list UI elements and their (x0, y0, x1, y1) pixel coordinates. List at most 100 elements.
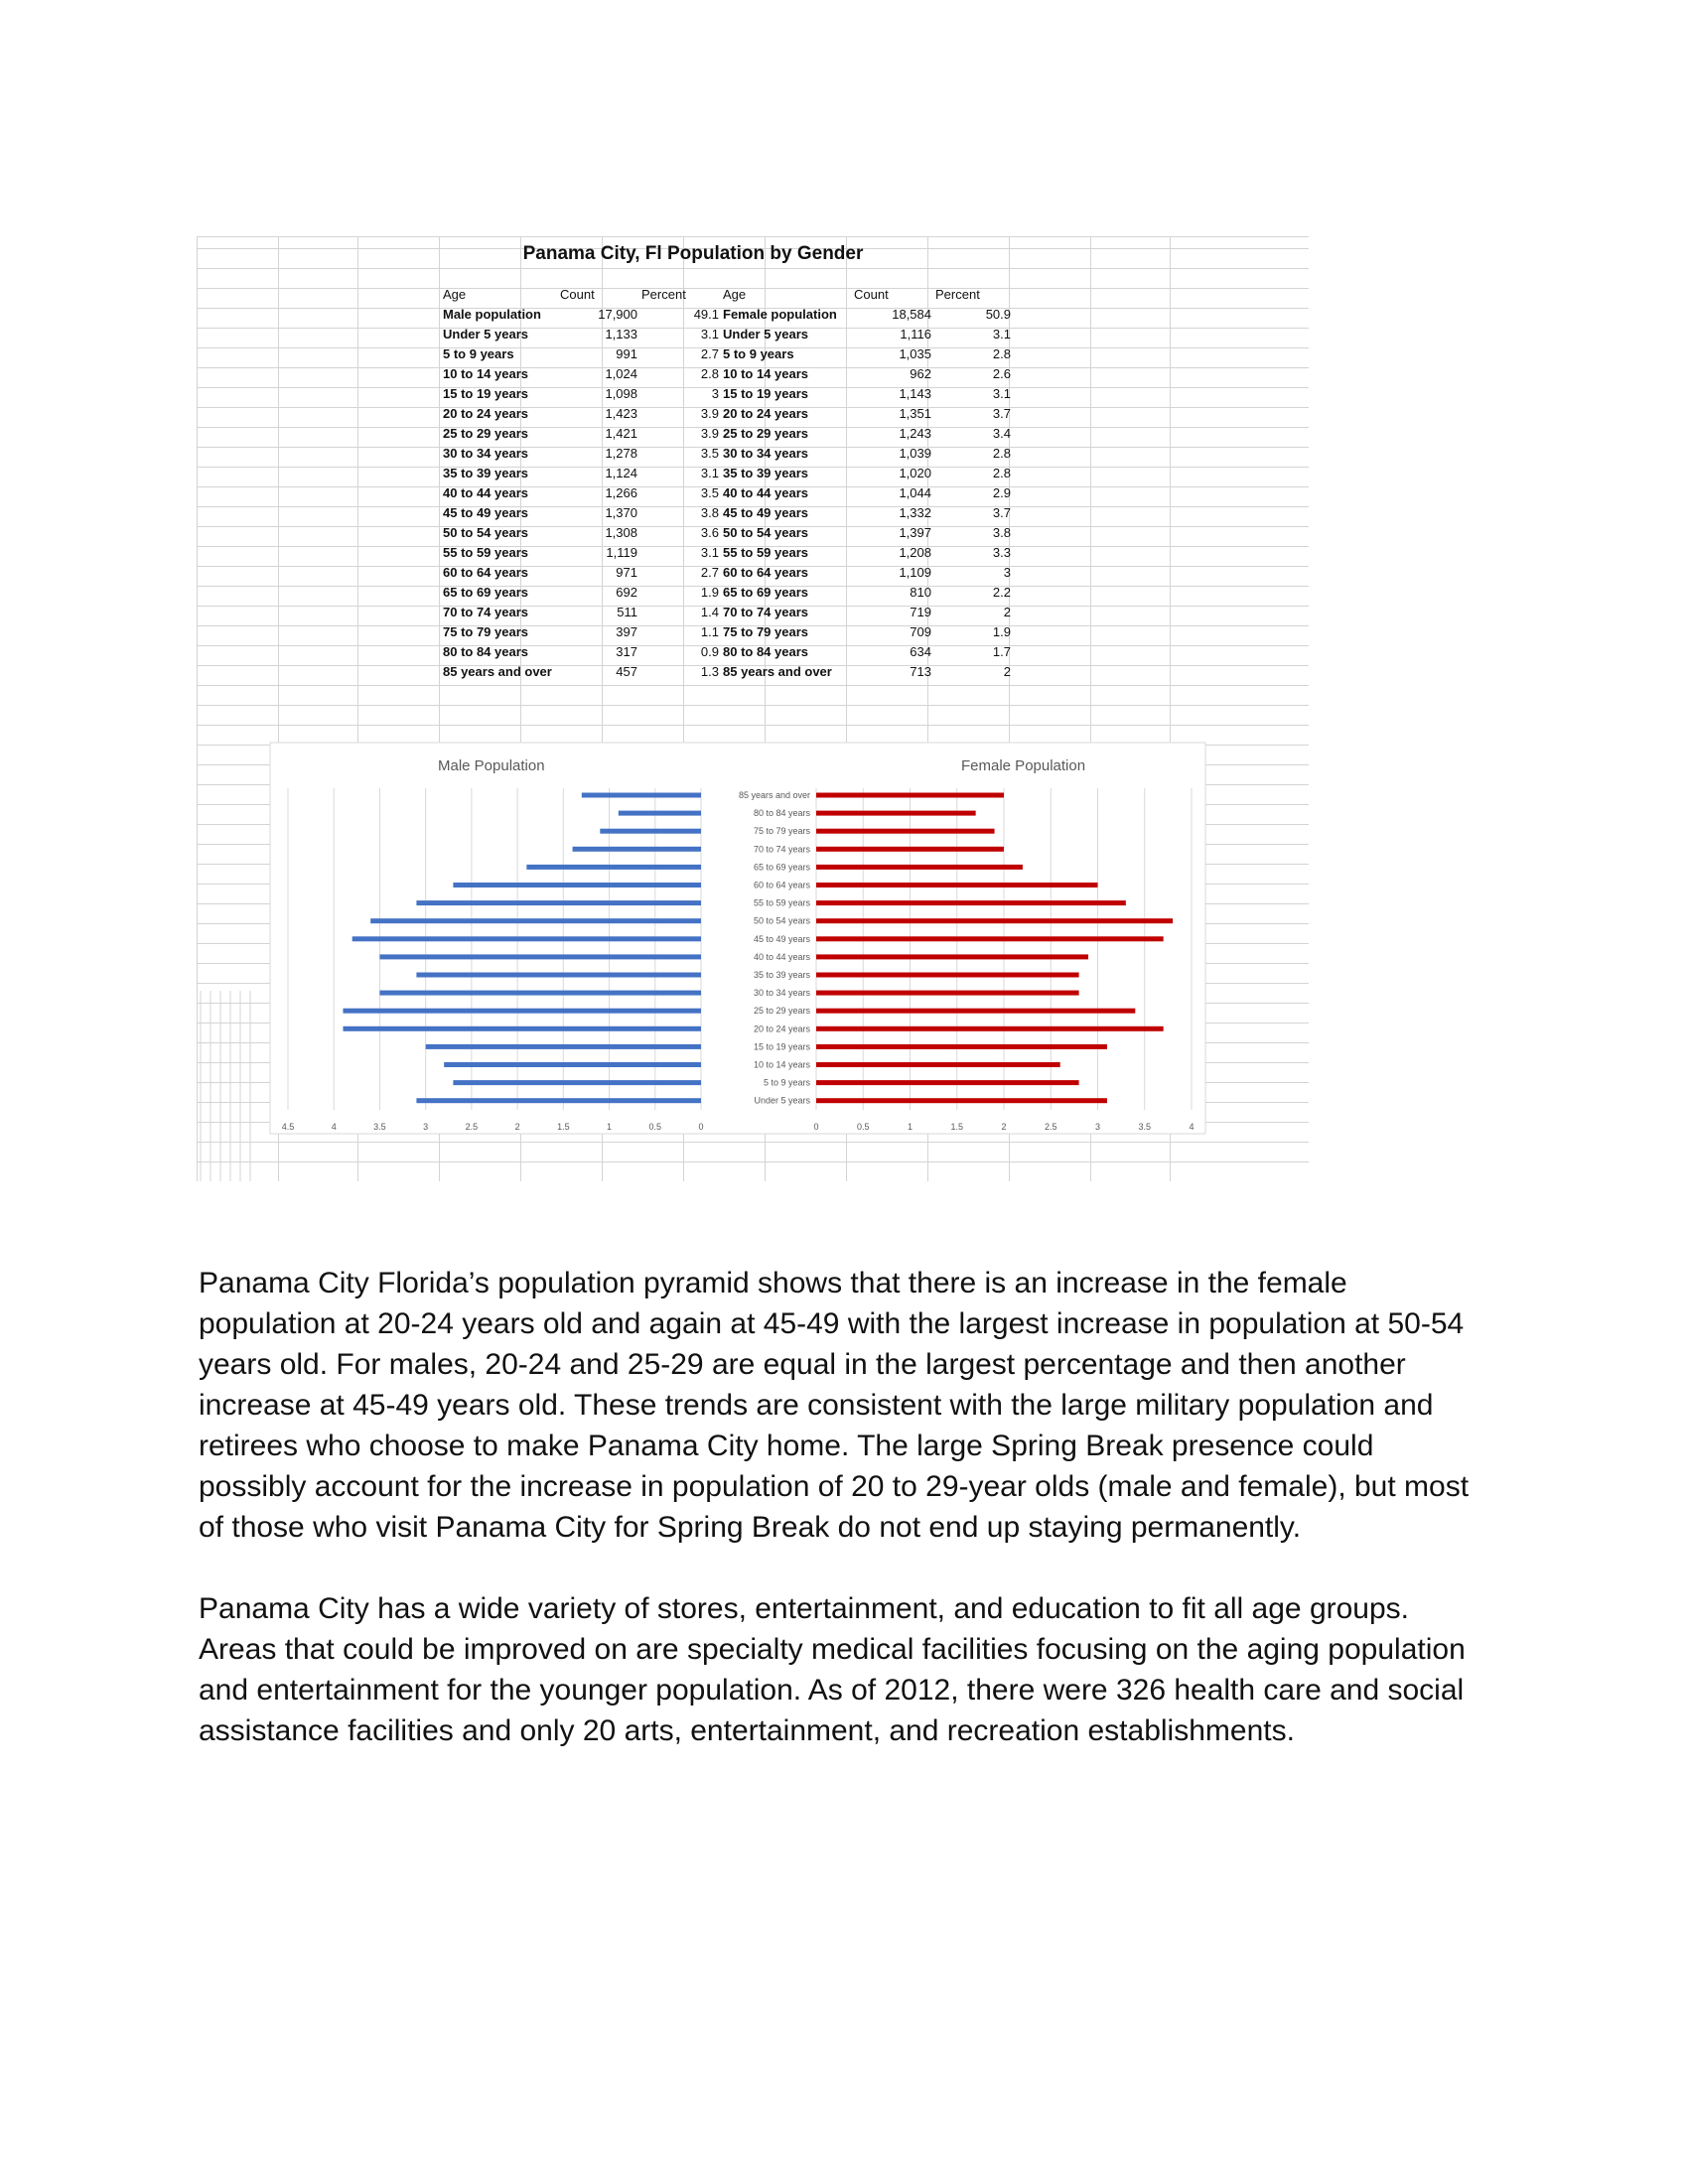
male-count-cell: 1,423 (605, 406, 637, 421)
female-age-cell: 85 years and over (723, 664, 832, 679)
female-percent-cell: 3.3 (993, 545, 1011, 560)
population-table: Age Count Percent Age Count Percent Male popul… (443, 287, 1011, 679)
body-text: Panama City Florida’s population pyramid… (199, 1263, 1489, 1792)
female-bar (816, 918, 1174, 924)
female-age-cell: Female population (723, 307, 837, 322)
female-percent-cell: 3.4 (993, 426, 1011, 441)
age-category-label: 10 to 14 years (754, 1060, 811, 1070)
male-bar (379, 954, 701, 960)
female-age-cell: 65 to 69 years (723, 585, 808, 600)
female-x-tick-label: 0 (813, 1122, 818, 1132)
female-bar (816, 828, 995, 834)
male-count-cell: 1,133 (605, 327, 637, 341)
male-age-cell: 80 to 84 years (443, 644, 528, 659)
male-age-cell: Male population (443, 307, 541, 322)
male-bar (416, 1098, 701, 1104)
female-count-cell: 1,397 (899, 525, 931, 540)
age-category-label: 5 to 9 years (764, 1078, 811, 1088)
header-female-count: Count (854, 287, 889, 302)
female-age-cell: 50 to 54 years (723, 525, 808, 540)
age-category-label: 75 to 79 years (754, 826, 811, 836)
female-age-cell: Under 5 years (723, 327, 808, 341)
female-age-cell: 60 to 64 years (723, 565, 808, 580)
female-count-cell: 1,351 (899, 406, 931, 421)
male-percent-cell: 3.6 (701, 525, 719, 540)
male-bar (453, 883, 701, 887)
male-bar (618, 810, 701, 816)
male-percent-cell: 3 (712, 386, 719, 401)
male-age-cell: 70 to 74 years (443, 605, 528, 619)
female-age-cell: 25 to 29 years (723, 426, 808, 441)
age-category-label: 65 to 69 years (754, 862, 811, 872)
male-x-tick-label: 4.5 (282, 1122, 295, 1132)
male-x-tick-label: 3 (423, 1122, 428, 1132)
male-percent-cell: 0.9 (701, 644, 719, 659)
female-percent-cell: 2.8 (993, 446, 1011, 461)
male-count-cell: 397 (616, 624, 637, 639)
male-age-cell: 75 to 79 years (443, 624, 528, 639)
female-count-cell: 18,584 (892, 307, 931, 322)
male-bar (526, 864, 701, 870)
male-bar (370, 918, 701, 924)
age-category-label: 80 to 84 years (754, 808, 811, 818)
female-bar (816, 792, 1004, 798)
female-x-tick-label: 1 (908, 1122, 913, 1132)
male-x-tick-label: 2 (515, 1122, 520, 1132)
female-bar (816, 900, 1126, 906)
male-count-cell: 1,278 (605, 446, 637, 461)
female-count-cell: 709 (910, 624, 931, 639)
male-percent-cell: 1.3 (701, 664, 719, 679)
male-x-tick-label: 3.5 (373, 1122, 386, 1132)
female-age-cell: 35 to 39 years (723, 466, 808, 480)
male-percent-cell: 3.9 (701, 426, 719, 441)
female-bar (816, 990, 1079, 996)
female-age-cell: 40 to 44 years (723, 485, 808, 500)
male-age-cell: 5 to 9 years (443, 346, 514, 361)
male-count-cell: 1,370 (605, 505, 637, 520)
sheet-title: Panama City, Fl Population by Gender (523, 243, 864, 264)
header-female-age: Age (723, 287, 746, 302)
female-count-cell: 1,208 (899, 545, 931, 560)
female-x-tick-label: 0.5 (857, 1122, 870, 1132)
female-age-cell: 10 to 14 years (723, 366, 808, 381)
male-count-cell: 317 (616, 644, 637, 659)
female-age-cell: 5 to 9 years (723, 346, 794, 361)
male-population-chart: Male Population 4.5 4 3.5 3 2.5 2 1.5 1 0.5 0 85 ye… (282, 757, 811, 1132)
male-x-tick-label: 1.5 (557, 1122, 570, 1132)
male-percent-cell: 2.7 (701, 565, 719, 580)
male-bar (425, 1043, 701, 1049)
male-age-cell: 35 to 39 years (443, 466, 528, 480)
female-percent-cell: 2.8 (993, 466, 1011, 480)
female-bar (816, 864, 1023, 870)
header-male-age: Age (443, 287, 466, 302)
male-age-cell: 30 to 34 years (443, 446, 528, 461)
female-bar (816, 1062, 1060, 1067)
female-count-cell: 810 (910, 585, 931, 600)
age-category-label: 70 to 74 years (754, 844, 811, 854)
age-category-label: 40 to 44 years (754, 952, 811, 962)
male-percent-cell: 1.4 (701, 605, 719, 619)
male-count-cell: 991 (616, 346, 637, 361)
age-category-label: 25 to 29 years (754, 1006, 811, 1016)
female-bar (816, 810, 976, 816)
male-x-tick-label: 2.5 (466, 1122, 479, 1132)
female-percent-cell: 2.6 (993, 366, 1011, 381)
female-count-cell: 1,035 (899, 346, 931, 361)
male-percent-cell: 49.1 (694, 307, 719, 322)
female-percent-cell: 3.8 (993, 525, 1011, 540)
female-count-cell: 1,109 (899, 565, 931, 580)
male-age-cell: 55 to 59 years (443, 545, 528, 560)
header-female-percent: Percent (935, 287, 980, 302)
age-category-label: Under 5 years (754, 1096, 810, 1106)
female-count-cell: 634 (910, 644, 931, 659)
male-bar (581, 792, 701, 798)
female-age-cell: 75 to 79 years (723, 624, 808, 639)
male-count-cell: 1,024 (605, 366, 637, 381)
male-x-tick-label: 0.5 (649, 1122, 662, 1132)
male-count-cell: 1,119 (606, 545, 637, 560)
female-chart-title: Female Population (961, 757, 1085, 774)
age-category-label: 45 to 49 years (754, 934, 811, 944)
age-category-label: 50 to 54 years (754, 916, 811, 926)
spreadsheet-screenshot: Panama City, Fl Population by Gender Age… (197, 236, 1309, 1181)
female-bar (816, 1098, 1107, 1104)
